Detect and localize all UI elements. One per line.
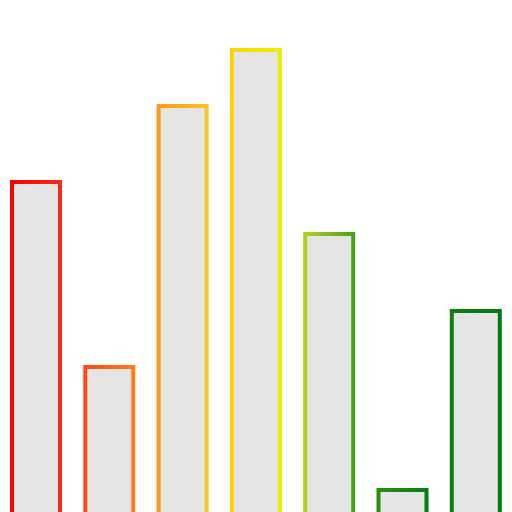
bars-layer xyxy=(10,48,502,512)
bar-2 xyxy=(83,365,136,512)
bar-3 xyxy=(156,104,209,512)
bar-4 xyxy=(229,48,282,512)
bar-1 xyxy=(10,180,62,512)
bar-7 xyxy=(449,309,502,512)
bar-5 xyxy=(303,232,356,512)
bar-6 xyxy=(376,488,429,512)
